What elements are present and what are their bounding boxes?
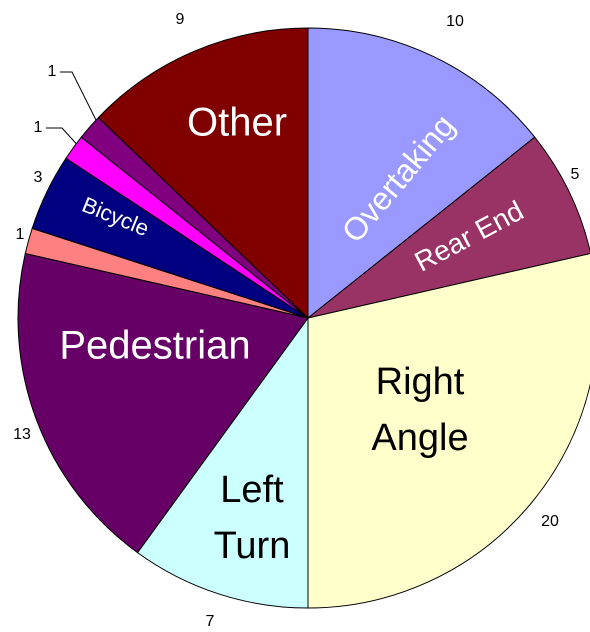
slice-label: Pedestrian [59, 324, 250, 368]
pie-slice [97, 27, 309, 320]
pie-slice [307, 253, 590, 609]
leader-line [60, 71, 101, 129]
value-label: 3 [34, 169, 43, 186]
value-label: 9 [176, 11, 185, 28]
pie-slice [136, 316, 309, 609]
value-label: 1 [34, 119, 43, 136]
slice-label: Other [187, 101, 287, 145]
leader-line [46, 127, 83, 151]
value-label: 7 [206, 613, 215, 630]
slice-label: Left Turn [214, 469, 291, 567]
pie-slice [307, 27, 536, 320]
value-label: 13 [13, 426, 31, 443]
value-label: 10 [446, 13, 464, 30]
value-label: 20 [541, 513, 559, 530]
value-label: 5 [571, 166, 580, 183]
leader-lines [46, 71, 101, 151]
pie-slice [17, 252, 309, 554]
value-label: 1 [16, 226, 25, 243]
value-label: 1 [48, 63, 57, 80]
slice-label: Right Angle [371, 361, 468, 459]
